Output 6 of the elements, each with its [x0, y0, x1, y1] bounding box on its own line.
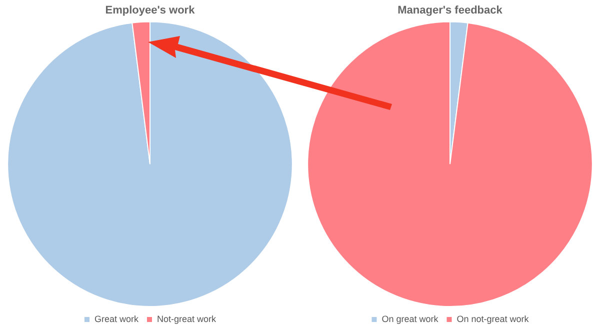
chart-title: Manager's feedback — [398, 4, 504, 17]
legend-label: On great work — [382, 314, 439, 324]
legend-label: Not-great work — [156, 314, 217, 324]
legend-label: On not-great work — [456, 314, 530, 324]
legend-label: Great work — [94, 314, 139, 324]
chart-title: Employee's work — [105, 4, 196, 17]
